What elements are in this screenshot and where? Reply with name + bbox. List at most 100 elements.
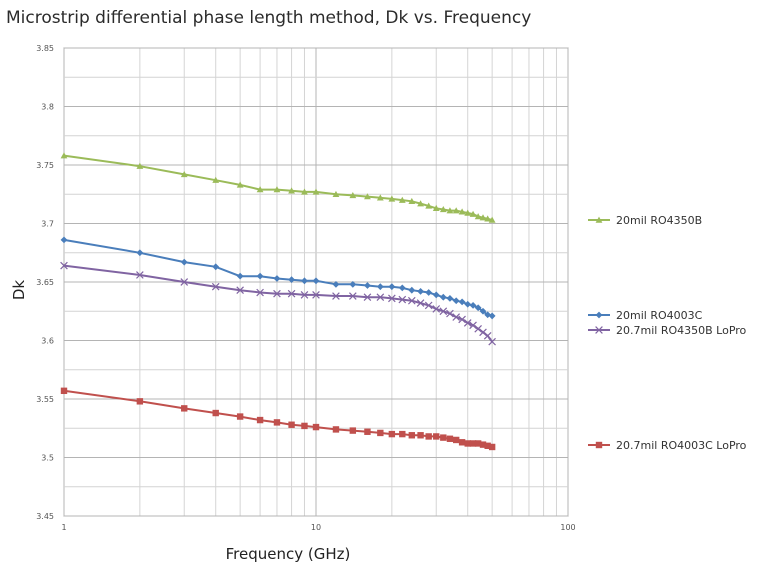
data-point <box>416 299 425 307</box>
data-point <box>300 291 309 299</box>
data-point <box>452 313 461 321</box>
data-point <box>425 289 433 296</box>
data-point <box>273 186 281 193</box>
data-point <box>288 276 295 284</box>
data-point <box>312 423 320 431</box>
data-point <box>464 440 471 447</box>
data-point <box>364 193 371 200</box>
data-point <box>301 277 308 285</box>
data-point <box>452 297 460 305</box>
legend-label: 20mil RO4003C <box>616 309 703 322</box>
data-point <box>211 282 220 291</box>
y-tick-label: 3.45 <box>36 512 54 521</box>
data-point <box>398 284 406 292</box>
x-tick-labels: 1 10 100 <box>61 523 575 532</box>
data-point <box>432 291 440 299</box>
data-point <box>474 324 482 333</box>
data-point <box>446 207 454 214</box>
legend-item: 20.7mil RO4350B LoPro <box>588 324 747 337</box>
data-point <box>60 152 68 159</box>
y-tick-label: 3.8 <box>41 103 54 112</box>
data-point <box>312 188 320 195</box>
data-point <box>425 433 432 440</box>
data-point <box>425 202 433 209</box>
data-point <box>408 286 416 294</box>
data-point <box>474 304 482 312</box>
y-tick-label: 3.65 <box>36 278 54 287</box>
data-point <box>376 293 385 302</box>
y-tick-labels: 3.45 3.5 3.55 3.6 3.65 3.7 3.75 3.8 3.85 <box>36 44 54 521</box>
data-point <box>417 432 424 439</box>
data-point <box>440 434 447 441</box>
data-point <box>332 292 340 300</box>
data-point <box>464 209 472 216</box>
data-point <box>388 283 396 291</box>
data-point <box>236 272 244 280</box>
data-point <box>363 293 372 302</box>
data-point <box>446 435 454 442</box>
data-point <box>408 197 416 204</box>
data-point <box>273 289 281 298</box>
data-point <box>488 216 496 223</box>
data-point <box>349 427 357 434</box>
data-point <box>388 430 396 438</box>
y-tick-label: 3.5 <box>41 454 54 463</box>
x-axis-title: Frequency (GHz) <box>226 545 351 563</box>
data-point <box>236 181 244 188</box>
data-point <box>288 421 295 428</box>
data-point <box>484 442 491 449</box>
data-point <box>439 206 447 213</box>
data-point <box>212 263 220 271</box>
data-point <box>407 296 416 305</box>
data-point <box>464 300 472 308</box>
data-point <box>136 271 144 279</box>
data-point <box>181 405 188 412</box>
data-point <box>256 272 264 280</box>
legend-item: 20.7mil RO4003C LoPro <box>588 439 747 452</box>
data-point <box>332 426 340 433</box>
data-point <box>180 258 188 266</box>
data-point <box>388 294 396 303</box>
data-point <box>236 413 244 420</box>
data-point <box>349 192 357 199</box>
data-point <box>469 321 477 330</box>
data-point <box>458 208 466 215</box>
data-point <box>136 249 144 257</box>
chart-title: Microstrip differential phase length met… <box>6 8 532 28</box>
data-point <box>287 289 296 298</box>
data-point <box>488 337 496 346</box>
data-point <box>417 287 424 295</box>
data-point <box>273 275 281 282</box>
data-point <box>399 430 406 438</box>
data-point <box>446 309 454 318</box>
data-point <box>388 195 396 202</box>
data-point <box>348 292 357 300</box>
series <box>60 261 496 346</box>
data-point <box>484 215 492 222</box>
y-tick-label: 3.7 <box>41 220 54 229</box>
y-tick-label: 3.75 <box>36 161 54 170</box>
series-lines <box>60 152 496 451</box>
data-point <box>479 328 487 337</box>
data-point <box>474 213 482 220</box>
data-point <box>595 326 603 334</box>
data-point <box>273 419 281 426</box>
data-point <box>364 282 371 289</box>
data-point <box>180 278 189 286</box>
data-point <box>446 294 454 302</box>
data-point <box>212 409 219 417</box>
data-point <box>376 283 384 291</box>
data-point <box>458 298 466 306</box>
data-point <box>595 441 603 449</box>
data-point <box>60 261 68 270</box>
data-point <box>60 236 68 244</box>
series <box>60 387 496 451</box>
data-point <box>136 398 144 405</box>
data-point <box>377 429 384 437</box>
legend-label: 20mil RO4350B <box>616 214 702 227</box>
data-point <box>488 312 496 320</box>
data-point <box>469 440 477 447</box>
series <box>60 152 496 223</box>
data-point <box>364 428 371 435</box>
data-point <box>398 196 406 203</box>
